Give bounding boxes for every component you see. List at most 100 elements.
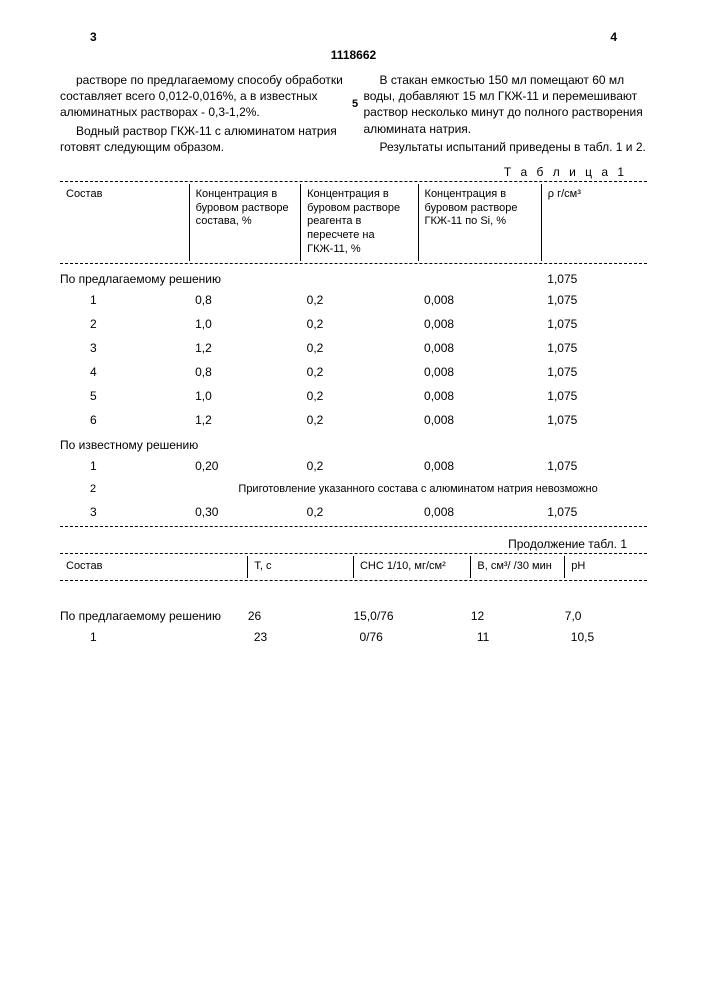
section-a-label: По предлагаемому решению 1,075 (60, 266, 647, 288)
cell: 0,008 (418, 312, 541, 336)
note-n: 2 (60, 478, 189, 500)
cell: 1,2 (189, 408, 301, 432)
table-row: 1 23 0/76 11 10,5 (60, 625, 647, 649)
th2-ph: рН (565, 556, 647, 578)
th2-b: В, см³/ /30 мин (471, 556, 565, 578)
cell: 1,075 (541, 384, 647, 408)
table-row: 30,300,20,0081,075 (60, 500, 647, 524)
cell: 4 (60, 360, 189, 384)
section-b-text: По известному решению (60, 432, 647, 454)
section-a-text: По предлагаемому решению (60, 266, 541, 288)
table-row: 40,80,20,0081,075 (60, 360, 647, 384)
table-row: 61,20,20,0081,075 (60, 408, 647, 432)
intro-columns: растворе по предлагаемому способу обрабо… (60, 72, 647, 157)
cell: 12 (471, 603, 565, 625)
th-sostav: Состав (60, 184, 189, 261)
th-conc3: Концентрация в буровом растворе ГКЖ-11 п… (418, 184, 541, 261)
dash-line (60, 181, 647, 182)
cell: 15,0/76 (353, 603, 470, 625)
section2-a-text: По предлагаемому решению (60, 603, 248, 625)
th-conc1: Концентрация в буровом растворе состава,… (189, 184, 301, 261)
cell: 0,008 (418, 360, 541, 384)
th2-t: T, с (248, 556, 354, 578)
table1-cont: Состав T, с СНС 1/10, мг/см² В, см³/ /30… (60, 556, 647, 578)
dash-line (60, 553, 647, 554)
cell: 0,008 (418, 408, 541, 432)
cell: 0,2 (301, 336, 418, 360)
cell: 0,2 (301, 408, 418, 432)
cell: 0,2 (301, 384, 418, 408)
cell: 0,2 (301, 360, 418, 384)
cell: 26 (248, 603, 354, 625)
table-row: 10,80,20,0081,075 (60, 288, 647, 312)
cell: 7,0 (565, 603, 647, 625)
section-a-rho: 1,075 (541, 266, 647, 288)
cell: 0,008 (418, 500, 541, 524)
th-rho: ρ г/см³ (541, 184, 647, 261)
th2-sns: СНС 1/10, мг/см² (353, 556, 470, 578)
cell: 0/76 (353, 625, 470, 649)
doc-number: 1118662 (60, 48, 647, 62)
cell: 1,075 (541, 336, 647, 360)
page-left: 3 (90, 30, 97, 44)
cell: 2 (60, 312, 189, 336)
cell: 0,008 (418, 288, 541, 312)
table-row: 21,00,20,0081,075 (60, 312, 647, 336)
cell: 10,5 (565, 625, 647, 649)
cell: 0,30 (189, 500, 301, 524)
cell: 5 (60, 384, 189, 408)
dash-line (60, 263, 647, 264)
cell: 1,075 (541, 360, 647, 384)
cell: 1,0 (189, 384, 301, 408)
intro-left-p2: Водный раствор ГКЖ-11 с алюминатом натри… (60, 123, 344, 155)
cell: 0,008 (418, 384, 541, 408)
table-row: 10,200,20,0081,075 (60, 454, 647, 478)
cell: 0,8 (189, 288, 301, 312)
table1-title: Т а б л и ц а 1 (60, 165, 627, 179)
cell: 0,8 (189, 360, 301, 384)
left-column: растворе по предлагаемому способу обрабо… (60, 72, 344, 157)
page-right: 4 (610, 30, 617, 44)
cell: 0,2 (301, 312, 418, 336)
note-text: Приготовление указанного состава с алюми… (189, 478, 647, 500)
cell: 0,008 (418, 454, 541, 478)
cell: 0,20 (189, 454, 301, 478)
cell: 0,008 (418, 336, 541, 360)
cell: 1,075 (541, 408, 647, 432)
cell: 0,2 (301, 454, 418, 478)
cell: 0,2 (301, 288, 418, 312)
table1-cont-body: По предлагаемому решению 26 15,0/76 12 7… (60, 603, 647, 649)
dash-line (60, 526, 647, 527)
intro-right-p1: В стакан емкостью 150 мл помещают 60 мл … (364, 72, 648, 137)
line-marker: 5 (352, 98, 358, 110)
intro-left-p1: растворе по предлагаемому способу обрабо… (60, 72, 344, 121)
table1: Состав Концентрация в буровом растворе с… (60, 184, 647, 261)
spacer (60, 583, 647, 603)
cell: 1 (60, 454, 189, 478)
cell: 1,0 (189, 312, 301, 336)
cell: 11 (471, 625, 565, 649)
cell: 1,075 (541, 500, 647, 524)
table-row: 31,20,20,0081,075 (60, 336, 647, 360)
page-header: 3 4 (60, 30, 647, 44)
table1-body: По предлагаемому решению 1,075 10,80,20,… (60, 266, 647, 524)
intro-right-p2: Результаты испытаний приведены в табл. 1… (364, 139, 648, 155)
cell: 3 (60, 500, 189, 524)
cell: 1 (60, 625, 248, 649)
cell: 6 (60, 408, 189, 432)
note-row: 2 Приготовление указанного состава с алю… (60, 478, 647, 500)
cell: 3 (60, 336, 189, 360)
table1-cont-title: Продолжение табл. 1 (60, 537, 627, 551)
section2-a-label: По предлагаемому решению 26 15,0/76 12 7… (60, 603, 647, 625)
cell: 1,2 (189, 336, 301, 360)
table1-header-row: Состав Концентрация в буровом растворе с… (60, 184, 647, 261)
table-row: 51,00,20,0081,075 (60, 384, 647, 408)
cell: 1,075 (541, 312, 647, 336)
th-conc2: Концентрация в буровом растворе реагента… (301, 184, 418, 261)
cell: 1,075 (541, 454, 647, 478)
cell: 0,2 (301, 500, 418, 524)
cell: 1 (60, 288, 189, 312)
table1-cont-header: Состав T, с СНС 1/10, мг/см² В, см³/ /30… (60, 556, 647, 578)
dash-line (60, 580, 647, 581)
th2-sostav: Состав (60, 556, 248, 578)
